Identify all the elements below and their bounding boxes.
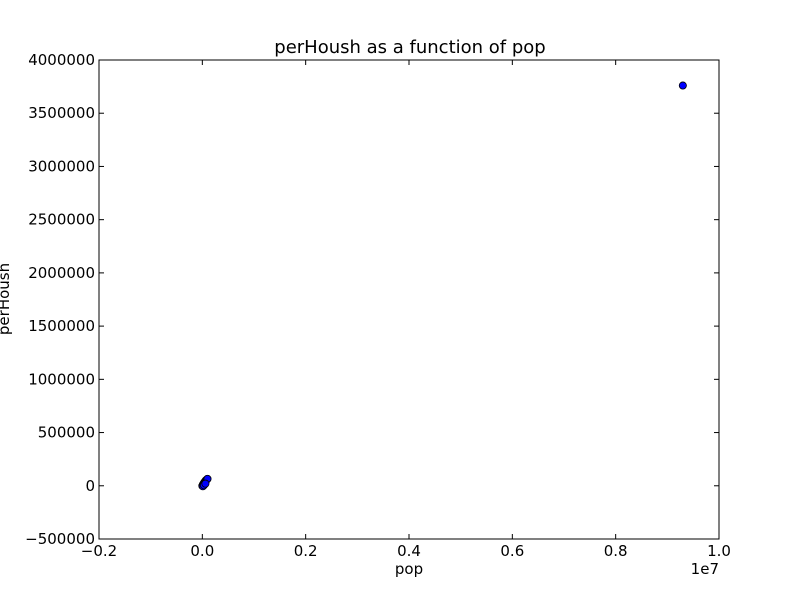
y-tick-label: 3000000 bbox=[28, 157, 95, 175]
y-tick-label: 1000000 bbox=[28, 370, 95, 388]
x-axis-offset-label: 1e7 bbox=[691, 560, 719, 578]
y-tick-label: 2000000 bbox=[28, 264, 95, 282]
x-tick-label: −0.2 bbox=[81, 542, 117, 560]
y-tick-label: 2500000 bbox=[28, 211, 95, 229]
axis-tick-labels: −0.2 0.0 0.2 0.4 0.6 0.8 1.0 −500000 0 500000 1000… bbox=[25, 51, 731, 560]
y-tick-label: 1500000 bbox=[28, 317, 95, 335]
y-tick-label: 4000000 bbox=[28, 51, 95, 69]
x-tick-label: 0.4 bbox=[397, 542, 421, 560]
y-tick-label: 500000 bbox=[38, 424, 95, 442]
x-tick-label: 0.0 bbox=[190, 542, 214, 560]
data-points bbox=[198, 81, 687, 491]
axis-ticks bbox=[98, 59, 720, 540]
y-tick-label: 3500000 bbox=[28, 104, 95, 122]
chart-title: perHoush as a function of pop bbox=[274, 37, 545, 58]
y-tick-label: 0 bbox=[85, 477, 95, 495]
y-tick-label: −500000 bbox=[25, 530, 95, 548]
x-tick-label: 1.0 bbox=[707, 542, 731, 560]
x-tick-label: 0.8 bbox=[604, 542, 628, 560]
data-point bbox=[201, 479, 210, 488]
x-tick-label: 0.6 bbox=[500, 542, 524, 560]
x-axis-label: pop bbox=[395, 560, 423, 578]
x-tick-label: 0.2 bbox=[294, 542, 318, 560]
data-point bbox=[678, 81, 687, 90]
y-axis-label: perHoush bbox=[0, 263, 13, 335]
